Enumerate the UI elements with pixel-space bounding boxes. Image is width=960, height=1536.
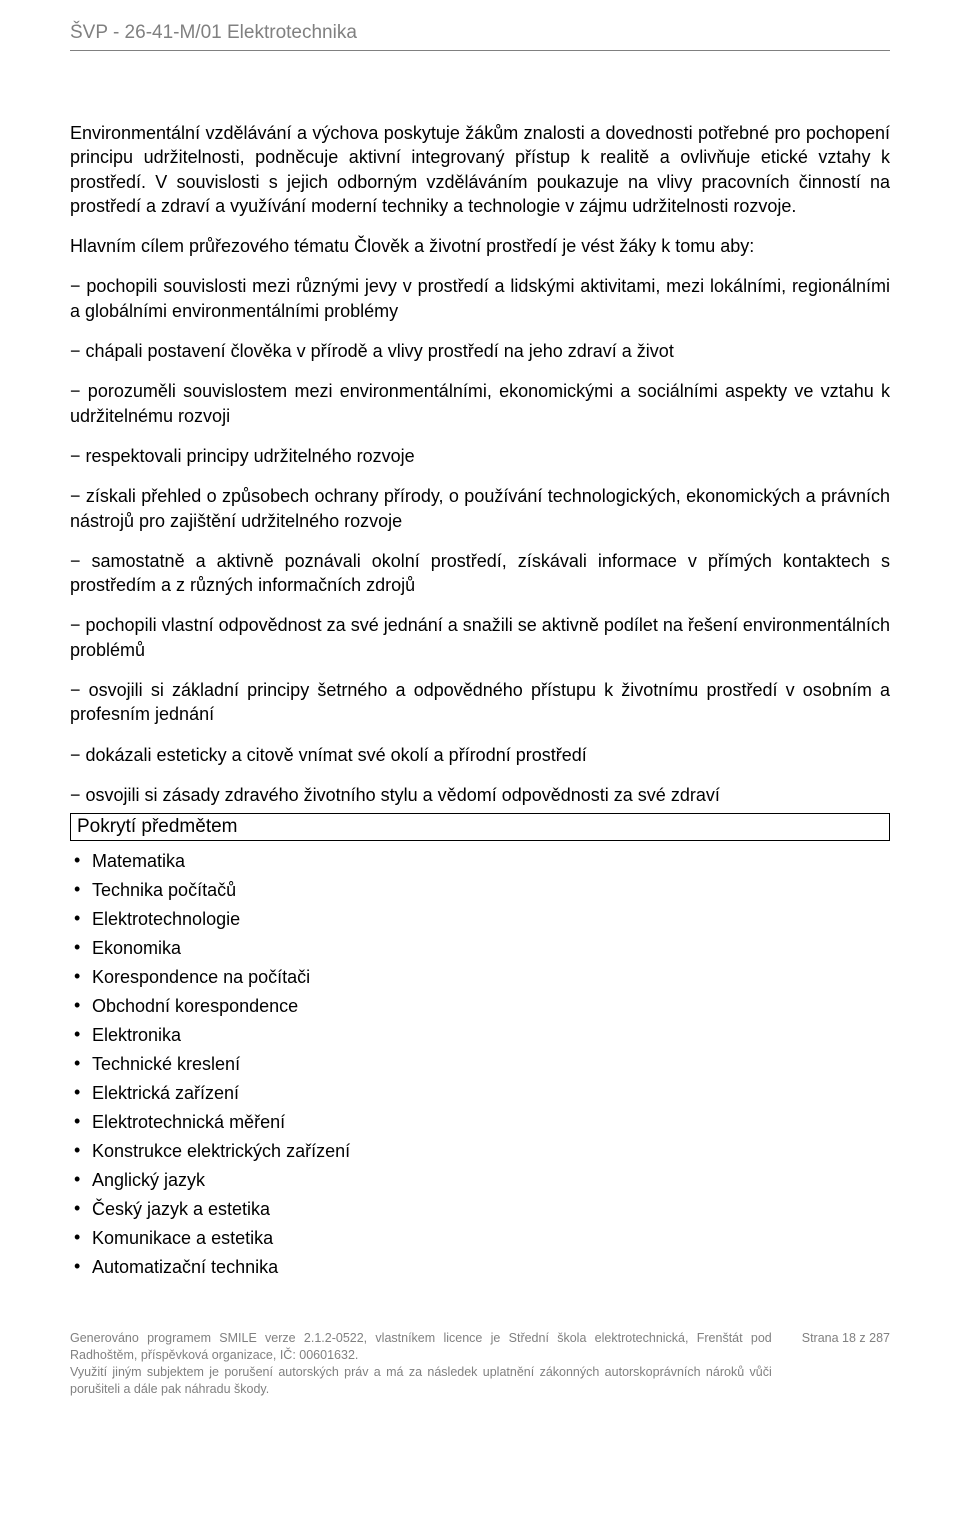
list-item: Matematika (70, 847, 890, 876)
dash-item-2: − chápali postavení člověka v přírodě a … (70, 339, 890, 363)
paragraph-goal: Hlavním cílem průřezového tématu Člověk … (70, 234, 890, 258)
dash-item-6: − samostatně a aktivně poznávali okolní … (70, 549, 890, 598)
footer-line-1: Generováno programem SMILE verze 2.1.2-0… (70, 1330, 772, 1364)
list-item: Konstrukce elektrických zařízení (70, 1137, 890, 1166)
dash-item-5: − získali přehled o způsobech ochrany př… (70, 484, 890, 533)
list-item: Obchodní korespondence (70, 992, 890, 1021)
list-item: Korespondence na počítači (70, 963, 890, 992)
header-divider (70, 50, 890, 51)
list-item: Český jazyk a estetika (70, 1195, 890, 1224)
list-item: Anglický jazyk (70, 1166, 890, 1195)
footer-line-2: Využití jiným subjektem je porušení auto… (70, 1364, 772, 1398)
list-item: Elektrotechnická měření (70, 1108, 890, 1137)
list-item: Technika počítačů (70, 876, 890, 905)
list-item: Ekonomika (70, 934, 890, 963)
list-item: Elektrotechnologie (70, 905, 890, 934)
coverage-title-box: Pokrytí předmětem (70, 813, 890, 841)
list-item: Automatizační technika (70, 1253, 890, 1282)
subject-list: Matematika Technika počítačů Elektrotech… (70, 847, 890, 1282)
dash-item-10: − osvojili si zásady zdravého životního … (70, 783, 890, 807)
page-number: Strana 18 z 287 (802, 1330, 890, 1398)
dash-item-7: − pochopili vlastní odpovědnost za své j… (70, 613, 890, 662)
dash-item-4: − respektovali principy udržitelného roz… (70, 444, 890, 468)
list-item: Komunikace a estetika (70, 1224, 890, 1253)
list-item: Elektronika (70, 1021, 890, 1050)
list-item: Technické kreslení (70, 1050, 890, 1079)
dash-item-1: − pochopili souvislosti mezi různými jev… (70, 274, 890, 323)
page-header: ŠVP - 26-41-M/01 Elektrotechnika (70, 22, 890, 44)
paragraph-intro: Environmentální vzdělávání a výchova pos… (70, 121, 890, 218)
dash-item-3: − porozuměli souvislostem mezi environme… (70, 379, 890, 428)
page-footer: Generováno programem SMILE verze 2.1.2-0… (70, 1330, 890, 1398)
dash-item-9: − dokázali esteticky a citově vnímat své… (70, 743, 890, 767)
dash-item-8: − osvojili si základní principy šetrného… (70, 678, 890, 727)
body-content: Environmentální vzdělávání a výchova pos… (70, 121, 890, 807)
list-item: Elektrická zařízení (70, 1079, 890, 1108)
